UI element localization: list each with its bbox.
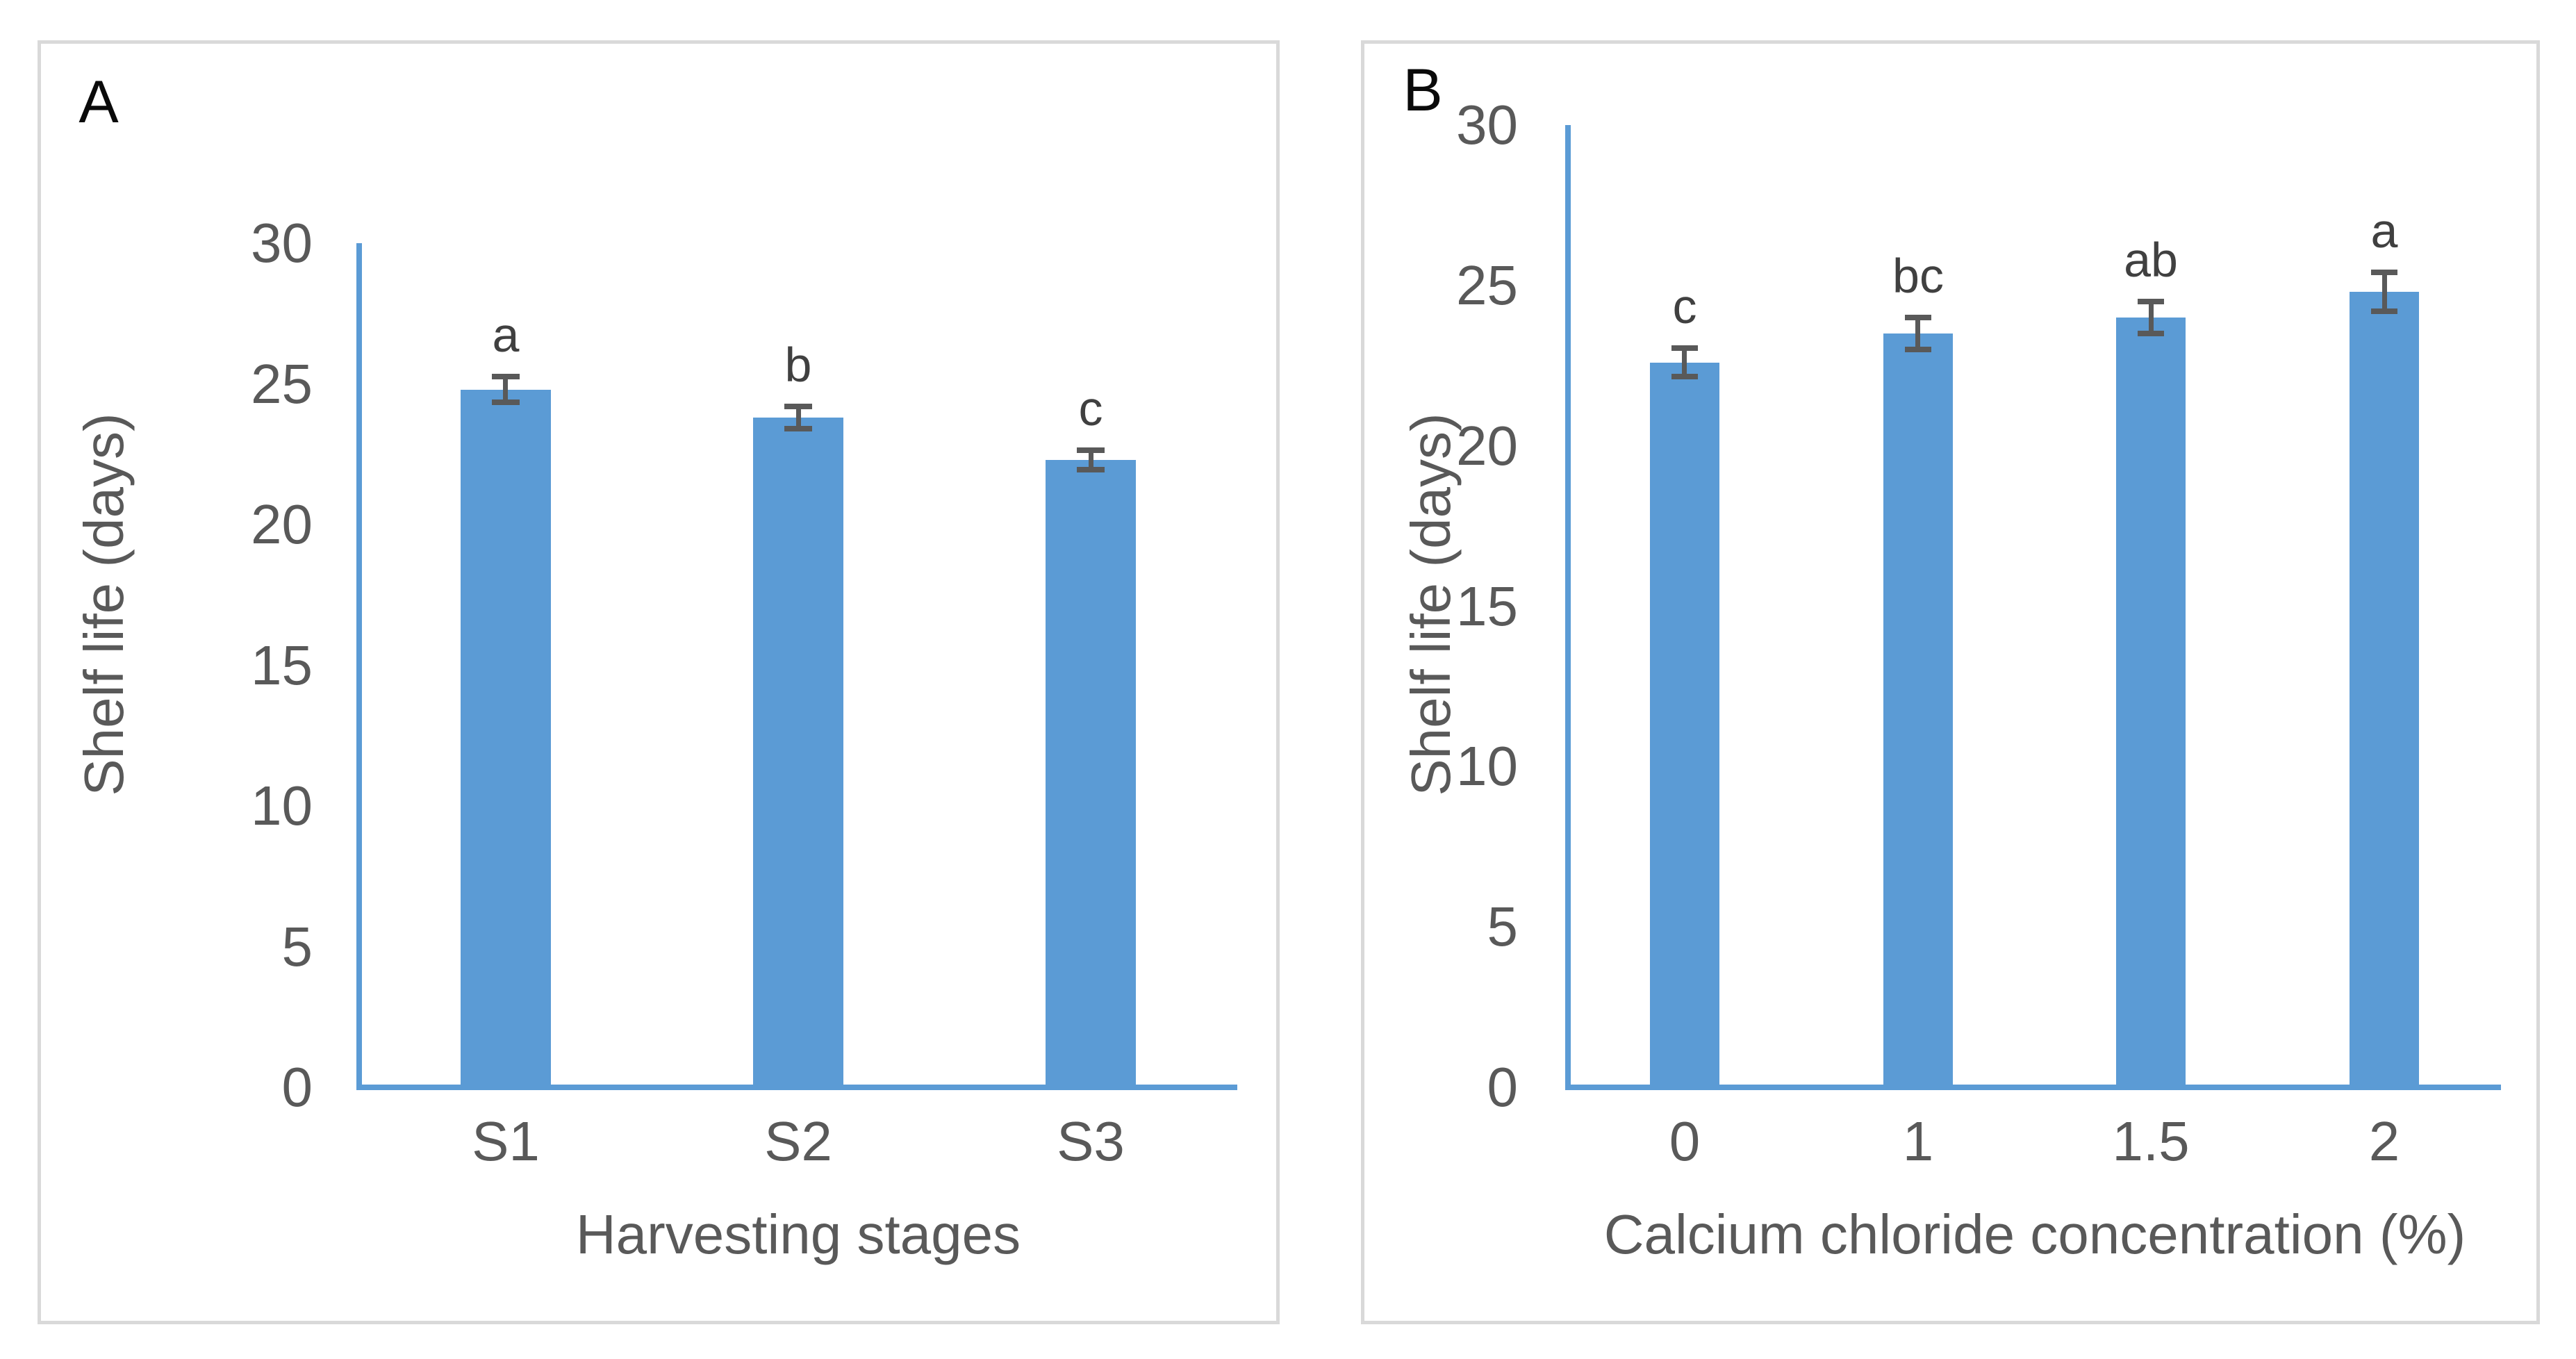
error-bar-cap-top-a-S3: [1077, 447, 1105, 453]
panel-b-label: B: [1403, 57, 1443, 124]
bar-a-S3: [1046, 460, 1136, 1087]
error-bar-cap-bottom-b-0: [1671, 374, 1698, 379]
x-tick-label-b-2: 2: [2368, 1110, 2400, 1172]
y-tick-label-a-10: 10: [251, 775, 313, 837]
error-bar-cap-top-a-S2: [784, 404, 812, 409]
bar-b-1: [1883, 333, 1953, 1087]
sig-letter-b-2: a: [2370, 204, 2398, 258]
sig-letter-a-S2: b: [784, 338, 812, 392]
bar-a-S1: [461, 390, 551, 1087]
y-tick-label-b-20: 20: [1456, 415, 1518, 477]
y-axis-line-b: [1565, 125, 1571, 1090]
error-bar-cap-bottom-b-2: [2371, 308, 2397, 314]
bar-b-1.5: [2116, 318, 2186, 1087]
y-tick-label-a-0: 0: [281, 1056, 313, 1118]
error-bar-stem-a-S2: [796, 406, 801, 429]
y-tick-label-b-5: 5: [1487, 896, 1519, 957]
bar-b-2: [2350, 292, 2419, 1087]
x-axis-title-b: Calcium chloride concentration (%): [1603, 1203, 2466, 1265]
sig-letter-b-1: bc: [1892, 249, 1944, 303]
y-axis-title-b: Shelf life (days): [1400, 413, 1462, 796]
error-bar-cap-top-a-S1: [492, 374, 520, 379]
sig-letter-b-1.5: ab: [2124, 233, 2178, 287]
x-tick-label-b-1: 1: [1902, 1110, 1934, 1172]
error-bar-cap-top-b-2: [2371, 270, 2397, 275]
x-tick-label-b-1.5: 1.5: [2112, 1110, 2190, 1172]
x-axis-title-a: Harvesting stages: [575, 1203, 1021, 1265]
error-bar-cap-bottom-b-1: [1905, 347, 1931, 352]
y-axis-title-a: Shelf life (days): [73, 413, 135, 796]
error-bar-cap-bottom-a-S2: [784, 426, 812, 431]
x-axis-line-a: [356, 1085, 1237, 1090]
error-bar-stem-b-0: [1682, 348, 1687, 377]
x-tick-label-a-S1: S1: [472, 1110, 540, 1172]
sig-letter-a-S1: a: [492, 308, 520, 362]
error-bar-stem-a-S3: [1089, 450, 1093, 470]
y-tick-label-b-25: 25: [1456, 254, 1518, 316]
error-bar-cap-bottom-a-S3: [1077, 467, 1105, 472]
error-bar-stem-a-S1: [503, 377, 508, 402]
error-bar-cap-bottom-a-S1: [492, 400, 520, 405]
error-bar-cap-top-b-1.5: [2138, 299, 2164, 304]
y-tick-label-a-25: 25: [251, 353, 313, 415]
error-bar-stem-b-2: [2382, 272, 2387, 311]
error-bar-cap-top-b-1: [1905, 315, 1931, 320]
error-bar-stem-b-1.5: [2149, 302, 2154, 333]
x-axis-line-b: [1565, 1085, 2501, 1090]
y-tick-label-a-15: 15: [251, 634, 313, 696]
y-tick-label-a-30: 30: [251, 212, 313, 274]
error-bar-cap-top-b-0: [1671, 345, 1698, 351]
error-bar-cap-bottom-b-1.5: [2138, 331, 2164, 336]
y-tick-label-a-20: 20: [251, 493, 313, 555]
y-tick-label-b-0: 0: [1487, 1056, 1519, 1118]
y-tick-label-b-15: 15: [1456, 575, 1518, 637]
bar-a-S2: [753, 418, 843, 1087]
y-tick-label-a-5: 5: [281, 916, 313, 978]
x-tick-label-a-S2: S2: [764, 1110, 832, 1172]
panel-a-label: A: [79, 69, 119, 135]
x-tick-label-a-S3: S3: [1057, 1110, 1125, 1172]
x-tick-label-b-0: 0: [1669, 1110, 1701, 1172]
error-bar-stem-b-1: [1915, 318, 1920, 349]
bar-b-0: [1650, 363, 1719, 1087]
y-axis-line-a: [356, 243, 362, 1090]
y-tick-label-b-30: 30: [1456, 94, 1518, 156]
y-tick-label-b-10: 10: [1456, 735, 1518, 797]
sig-letter-a-S3: c: [1078, 381, 1103, 436]
sig-letter-b-0: c: [1672, 279, 1697, 333]
